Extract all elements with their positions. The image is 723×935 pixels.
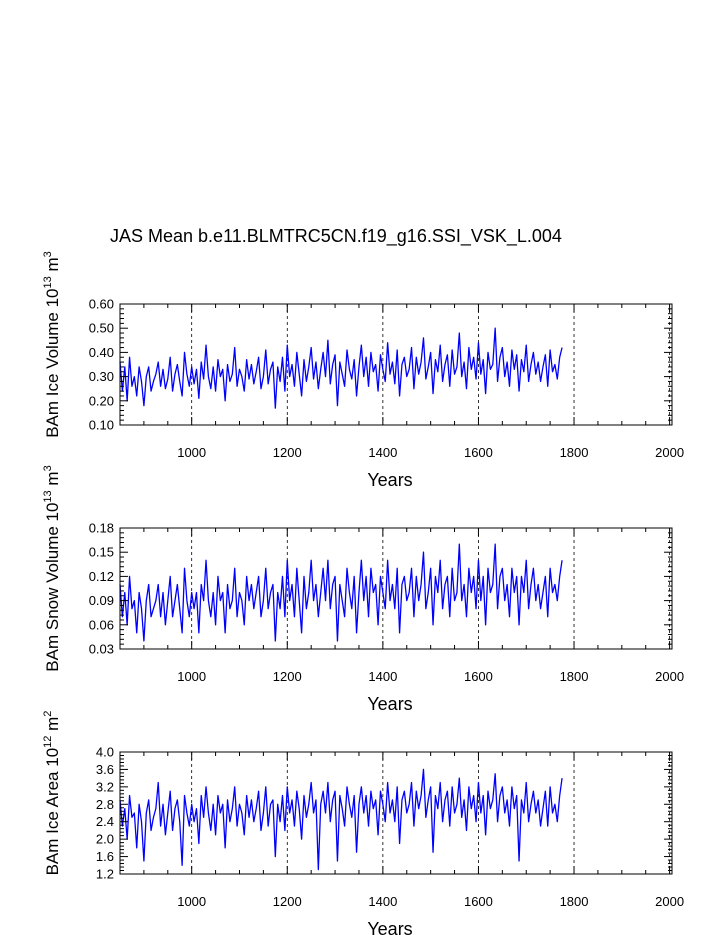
y-axis-label: BAm Ice Volume 1013 m3 (42, 251, 62, 438)
x-tick-label: 1400 (368, 445, 397, 460)
y-tick-label: 1.2 (96, 867, 114, 882)
y-tick-label: 0.15 (89, 545, 114, 560)
y-tick-label: 4.0 (96, 745, 114, 760)
series-line (119, 327, 563, 409)
plot-frame (119, 303, 673, 426)
x-tick-label: 1000 (177, 894, 206, 909)
x-tick-label: 1600 (464, 669, 493, 684)
y-axis-label-part: m (43, 471, 62, 490)
y-tick-label: 3.6 (96, 762, 114, 777)
x-tick-label: 1600 (464, 894, 493, 909)
y-tick-label: 0.20 (89, 393, 114, 408)
y-tick-label: 0.12 (89, 569, 114, 584)
x-axis-label: Years (367, 919, 412, 935)
y-axis-label-superscript: 13 (42, 490, 54, 502)
y-tick-label: 1.6 (96, 849, 114, 864)
y-tick-label: 0.10 (89, 418, 114, 433)
series-line (119, 543, 563, 642)
x-tick-label: 1600 (464, 445, 493, 460)
plot-frame (119, 751, 673, 875)
x-tick-label: 1800 (560, 894, 589, 909)
y-tick-label: 0.30 (89, 369, 114, 384)
y-axis-label-superscript: 13 (42, 276, 54, 288)
y-tick-label: 0.50 (89, 321, 114, 336)
x-tick-label: 1000 (177, 445, 206, 460)
x-tick-label: 1400 (368, 894, 397, 909)
x-tick-label: 2000 (655, 894, 684, 909)
y-axis-label-superscript: 3 (42, 465, 54, 471)
y-axis-label-superscript: 3 (42, 251, 54, 257)
y-axis-label: BAm Snow Volume 1013 m3 (42, 465, 62, 671)
y-axis-label-part: m (43, 257, 62, 276)
y-tick-label: 0.40 (89, 345, 114, 360)
y-tick-label: 2.0 (96, 832, 114, 847)
y-axis-label-part: BAm Ice Area 10 (43, 748, 62, 876)
y-axis-label-superscript: 2 (42, 711, 54, 717)
x-tick-label: 1000 (177, 669, 206, 684)
figure-title: JAS Mean b.e11.BLMTRC5CN.f19_g16.SSI_VSK… (110, 226, 562, 246)
y-axis-label: BAm Ice Area 1012 m2 (42, 711, 62, 876)
x-tick-label: 1200 (273, 445, 302, 460)
y-axis-label-superscript: 12 (42, 736, 54, 748)
panel-ice-volume: 1000 1200 1400 1600 1800 2000 0.10 0.20 0.30 0.40… (42, 251, 684, 490)
y-axis-label-part: BAm Snow Volume 10 (43, 503, 62, 672)
y-tick-label: 0.03 (89, 642, 114, 657)
y-tick-label: 2.8 (96, 797, 114, 812)
y-tick-label: 0.18 (89, 521, 114, 536)
x-tick-label: 1800 (560, 669, 589, 684)
x-axis-label: Years (367, 694, 412, 714)
x-axis-label: Years (367, 470, 412, 490)
x-tick-label: 1200 (273, 669, 302, 684)
y-tick-label: 0.09 (89, 593, 114, 608)
plot-frame (119, 527, 673, 650)
x-tick-label: 1800 (560, 445, 589, 460)
x-tick-label: 2000 (655, 669, 684, 684)
panel-ice-area: 1000 1200 1400 1600 1800 2000 1.2 1.6 2.0 2.4 2.8 3… (42, 711, 684, 935)
y-tick-label: 2.4 (96, 814, 114, 829)
x-tick-label: 1200 (273, 894, 302, 909)
x-tick-label: 2000 (655, 445, 684, 460)
series-line (119, 768, 563, 871)
y-tick-label: 3.2 (96, 779, 114, 794)
panel-snow-volume: 1000 1200 1400 1600 1800 2000 0.03 0.06 0.09 0.12… (42, 465, 684, 714)
y-axis-label-part: m (43, 717, 62, 736)
y-tick-label: 0.06 (89, 617, 114, 632)
x-tick-label: 1400 (368, 669, 397, 684)
y-tick-label: 0.60 (89, 297, 114, 312)
y-axis-label-part: BAm Ice Volume 10 (43, 288, 62, 437)
